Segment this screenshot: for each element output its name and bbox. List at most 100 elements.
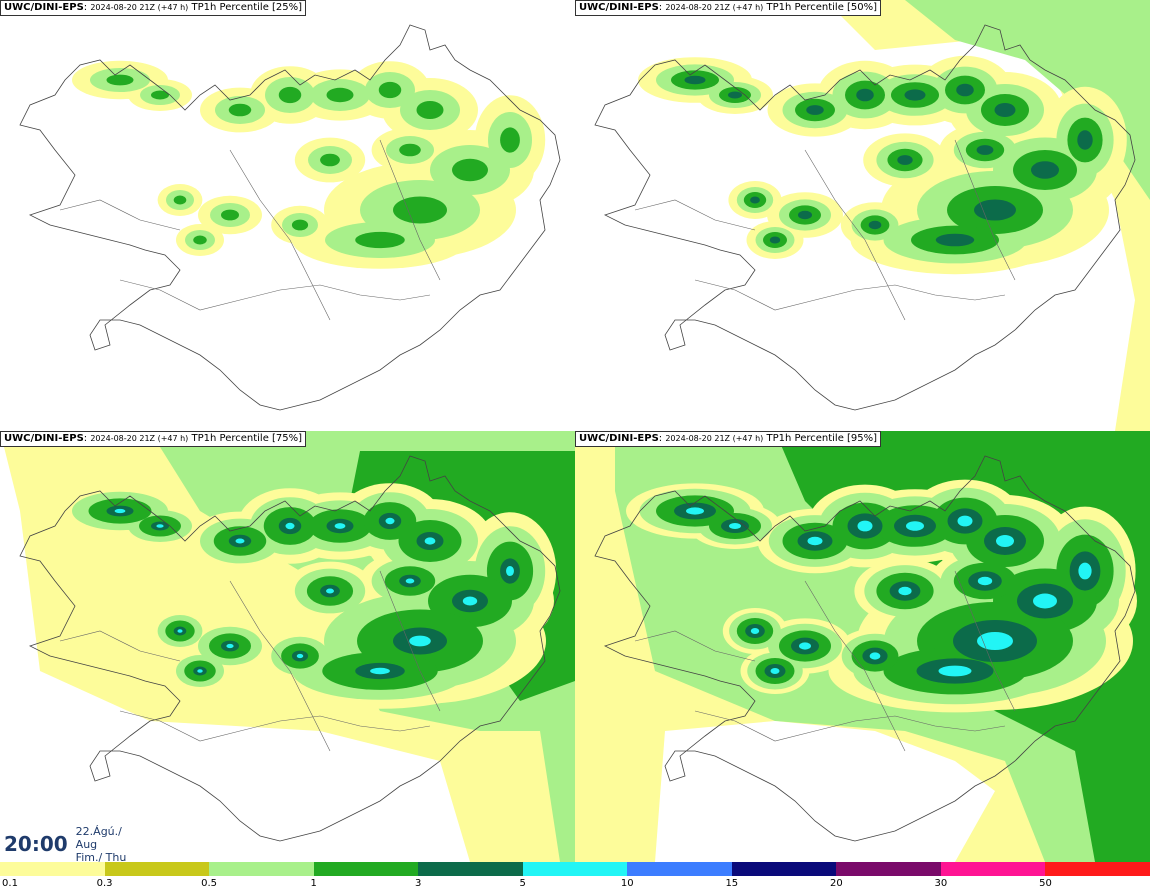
legend-swatch xyxy=(836,862,941,876)
precip-contour xyxy=(935,233,975,247)
precip-contour xyxy=(1033,593,1057,609)
precip-contour xyxy=(684,75,706,85)
precip-contour xyxy=(974,199,1016,221)
precip-contour xyxy=(173,195,187,205)
precip-contour xyxy=(405,578,415,584)
precip-map-p75 xyxy=(0,431,575,862)
precip-contour xyxy=(799,642,811,650)
precip-contour xyxy=(506,565,514,577)
dry-area xyxy=(655,721,995,862)
valid-time: 20:00 xyxy=(4,832,68,856)
valid-date: 22.Ágú./ Aug Fim./ Thu xyxy=(76,825,142,864)
precip-contour xyxy=(977,576,993,586)
precip-contour xyxy=(462,596,478,606)
panel-source: UWC/DINI-EPS xyxy=(579,2,659,13)
precip-contour xyxy=(897,155,913,165)
panel-run: 2024-08-20 21Z (+47 h) xyxy=(665,3,764,12)
legend-swatch xyxy=(731,862,837,876)
panel-title: TP1h Percentile [75%] xyxy=(191,433,303,444)
valid-date-line1: 22.Ágú./ Aug xyxy=(75,824,122,851)
legend-label: 3 xyxy=(414,878,422,889)
legend-swatch xyxy=(104,862,210,876)
precip-contour xyxy=(355,231,405,249)
legend-label: 50 xyxy=(1039,878,1052,889)
precip-contour xyxy=(156,524,164,528)
legend-label: 0.5 xyxy=(201,878,218,889)
precip-contour xyxy=(399,143,421,157)
precip-contour xyxy=(996,535,1014,547)
panel-header: UWC/DINI-EPS: 2024-08-20 21Z (+47 h) TP1… xyxy=(575,0,882,16)
panel-title: TP1h Percentile [25%] xyxy=(191,2,303,13)
legend-label: 0.1 xyxy=(2,878,18,889)
precip-contour xyxy=(856,88,874,102)
precip-contour xyxy=(938,665,972,677)
legend-label: 10 xyxy=(620,878,634,889)
precip-contour xyxy=(326,87,354,103)
precip-contour xyxy=(807,536,823,546)
precip-contour xyxy=(770,668,780,674)
map-panel-p50: UWC/DINI-EPS: 2024-08-20 21Z (+47 h) TP1… xyxy=(575,0,1150,431)
legend-swatch xyxy=(418,862,523,876)
panel-run: 2024-08-20 21Z (+47 h) xyxy=(665,434,764,443)
precip-contour xyxy=(278,86,302,104)
precip-contour xyxy=(320,153,340,167)
precip-fields xyxy=(0,431,575,862)
legend-label: 30 xyxy=(934,878,948,889)
precip-contour xyxy=(106,74,134,86)
color-legend: 0.1 0.3 0.5 1 3 5 10 15 20 30 50 xyxy=(0,862,1150,891)
precip-contour xyxy=(750,196,760,204)
precip-contour xyxy=(904,89,926,101)
precip-contour xyxy=(334,523,346,529)
panel-run: 2024-08-20 21Z (+47 h) xyxy=(90,3,189,12)
legend-swatch xyxy=(313,862,419,876)
precip-area-background xyxy=(905,0,1150,200)
precip-contour xyxy=(424,537,436,545)
legend-label: 0.3 xyxy=(96,878,113,889)
map-panel-p95: UWC/DINI-EPS: 2024-08-20 21Z (+47 h) TP1… xyxy=(575,431,1150,862)
precip-contour xyxy=(686,507,704,515)
precip-fields xyxy=(638,0,1150,431)
precip-contour xyxy=(976,145,994,155)
precip-map-p50 xyxy=(594,0,1150,431)
legend-swatch xyxy=(940,862,1046,876)
precip-contour xyxy=(1077,130,1093,150)
precip-contour xyxy=(416,101,444,119)
precip-contour xyxy=(409,635,431,647)
precip-contour xyxy=(197,669,203,673)
precip-contour xyxy=(177,629,183,633)
panel-title: TP1h Percentile [50%] xyxy=(766,2,878,13)
legend-swatch xyxy=(0,862,105,876)
panel-source: UWC/DINI-EPS xyxy=(4,433,84,444)
precip-contour xyxy=(296,653,304,659)
legend-bar xyxy=(0,862,1150,876)
precip-contour xyxy=(869,652,881,660)
panel-source: UWC/DINI-EPS xyxy=(579,433,659,444)
precip-contour xyxy=(378,81,402,99)
precip-map-p95 xyxy=(575,431,1150,862)
legend-swatch xyxy=(627,862,732,876)
precip-contour xyxy=(500,127,520,153)
precip-contour xyxy=(729,523,741,529)
valid-time-box: 20:00 22.Ágú./ Aug Fim./ Thu xyxy=(0,825,142,864)
legend-label: 1 xyxy=(310,878,317,889)
valid-date-line2: Fim./ Thu xyxy=(75,850,127,864)
precip-contour xyxy=(326,588,334,594)
precip-contour xyxy=(393,196,447,224)
precip-contour xyxy=(906,521,924,531)
legend-swatch xyxy=(209,862,314,876)
precip-map-p25 xyxy=(19,24,561,411)
precip-contour xyxy=(370,667,390,675)
precip-contour xyxy=(235,538,245,544)
map-panel-p25: UWC/DINI-EPS: 2024-08-20 21Z (+47 h) TP1… xyxy=(0,0,575,431)
precip-contour xyxy=(285,522,295,530)
panel-run: 2024-08-20 21Z (+47 h) xyxy=(90,434,189,443)
precip-contour xyxy=(798,210,812,220)
precip-contour xyxy=(956,83,974,97)
precip-contour xyxy=(226,643,234,649)
legend-label: 20 xyxy=(829,878,843,889)
precip-contour xyxy=(957,515,973,527)
precip-contour xyxy=(193,235,207,245)
precip-contour xyxy=(750,628,760,634)
precip-contour xyxy=(114,508,126,514)
precip-fields xyxy=(72,60,546,269)
